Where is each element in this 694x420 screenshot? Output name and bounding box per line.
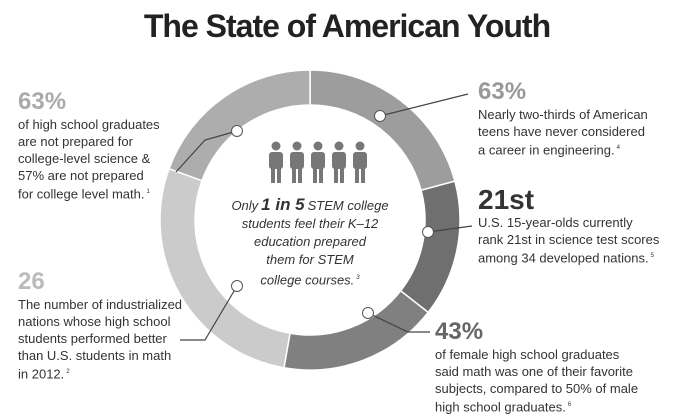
center-text: Only 1 in 5 STEM college students feel the… (225, 196, 395, 289)
text-line: Nearly two-thirds of American (478, 107, 648, 122)
text-line: high school graduates. 6 (435, 399, 572, 415)
stat: 63% (478, 78, 527, 105)
person-body (290, 152, 304, 169)
center-line: education prepared (253, 234, 367, 249)
footnote: 3 (356, 275, 360, 281)
person-leg (292, 167, 296, 183)
text-line: nations whose high school (18, 314, 171, 329)
person-leg (334, 167, 338, 183)
person-leg (298, 167, 302, 183)
footnote: 1 (146, 189, 150, 195)
text-line: teens have never considered (478, 124, 645, 139)
person-leg (355, 167, 359, 183)
person-head (271, 141, 281, 151)
center-line: Only 1 in 5 STEM college (225, 196, 395, 215)
leader-dot (362, 307, 374, 319)
callout: 26 The number of industrialized nations wh… (18, 268, 182, 382)
leader-dot (374, 110, 386, 122)
person-body (269, 152, 283, 169)
center-line: them for STEM (266, 252, 354, 267)
leader-line (379, 93, 469, 117)
person-leg (319, 167, 323, 183)
person-leg (340, 167, 344, 183)
stat: 43% (435, 318, 484, 345)
leader-line (367, 312, 430, 333)
stat: 63% (18, 88, 67, 115)
callout: 43% of female high school graduates said m… (435, 318, 638, 415)
person-body (353, 152, 367, 169)
leader-dot (231, 280, 243, 292)
text-line: subjects, compared to 50% of male (435, 381, 639, 396)
person-head (355, 141, 365, 151)
text-line: of high school graduates (18, 117, 160, 132)
callout: 21st U.S. 15-year-olds currently rank 21st… (478, 186, 659, 266)
text-line: of female high school graduates (435, 347, 620, 362)
person-head (313, 141, 323, 151)
person-head (292, 141, 302, 151)
person-head (334, 141, 344, 151)
text-line: said math was one of their favorite (435, 364, 633, 379)
text-line: U.S. 15-year-olds currently (478, 215, 633, 230)
text-line: for college level math. 1 (18, 186, 150, 202)
person-body (332, 152, 346, 169)
footnote: 6 (567, 402, 572, 408)
person-leg (313, 167, 317, 183)
text-line: among 34 developed nations. 5 (478, 250, 654, 266)
callout: 63% Nearly two-thirds of American teens ha… (478, 78, 648, 158)
leader-dot (231, 125, 243, 137)
center-lead: Only (231, 198, 259, 213)
text-line: college-level science & (18, 151, 151, 166)
title: The State of American Youth (143, 8, 551, 44)
person-leg (361, 167, 365, 183)
ring-segment (168, 69, 311, 182)
footnote: 4 (616, 145, 620, 151)
text-line: The number of industrialized (18, 297, 183, 312)
callout: 63% of high school graduates are not prepa… (18, 88, 160, 202)
center-line: students feel their K–12 (241, 216, 379, 231)
leader-dot (422, 226, 434, 238)
leader-line (427, 225, 473, 233)
text-line: 57% are not prepared (18, 168, 144, 183)
stat: 21st (478, 184, 535, 215)
leader-line (180, 285, 238, 341)
leader-line (175, 130, 238, 173)
text-line: in 2012. 2 (18, 366, 70, 382)
person-leg (277, 167, 281, 183)
footnote: 5 (650, 253, 654, 259)
footnote: 2 (66, 369, 70, 375)
stat: 26 (18, 268, 45, 295)
center-highlight: 1 in 5 (261, 195, 305, 214)
center-line: college courses. 3 (260, 272, 360, 288)
person-leg (271, 167, 275, 183)
center-rest: STEM college (307, 198, 389, 213)
text-line: than U.S. students in math (18, 348, 172, 363)
person-body (311, 152, 325, 169)
text-line: a career in engineering. 4 (478, 142, 620, 158)
text-line: rank 21st in science test scores (478, 232, 660, 247)
text-line: students performed better (18, 331, 167, 346)
text-line: are not prepared for (18, 134, 133, 149)
